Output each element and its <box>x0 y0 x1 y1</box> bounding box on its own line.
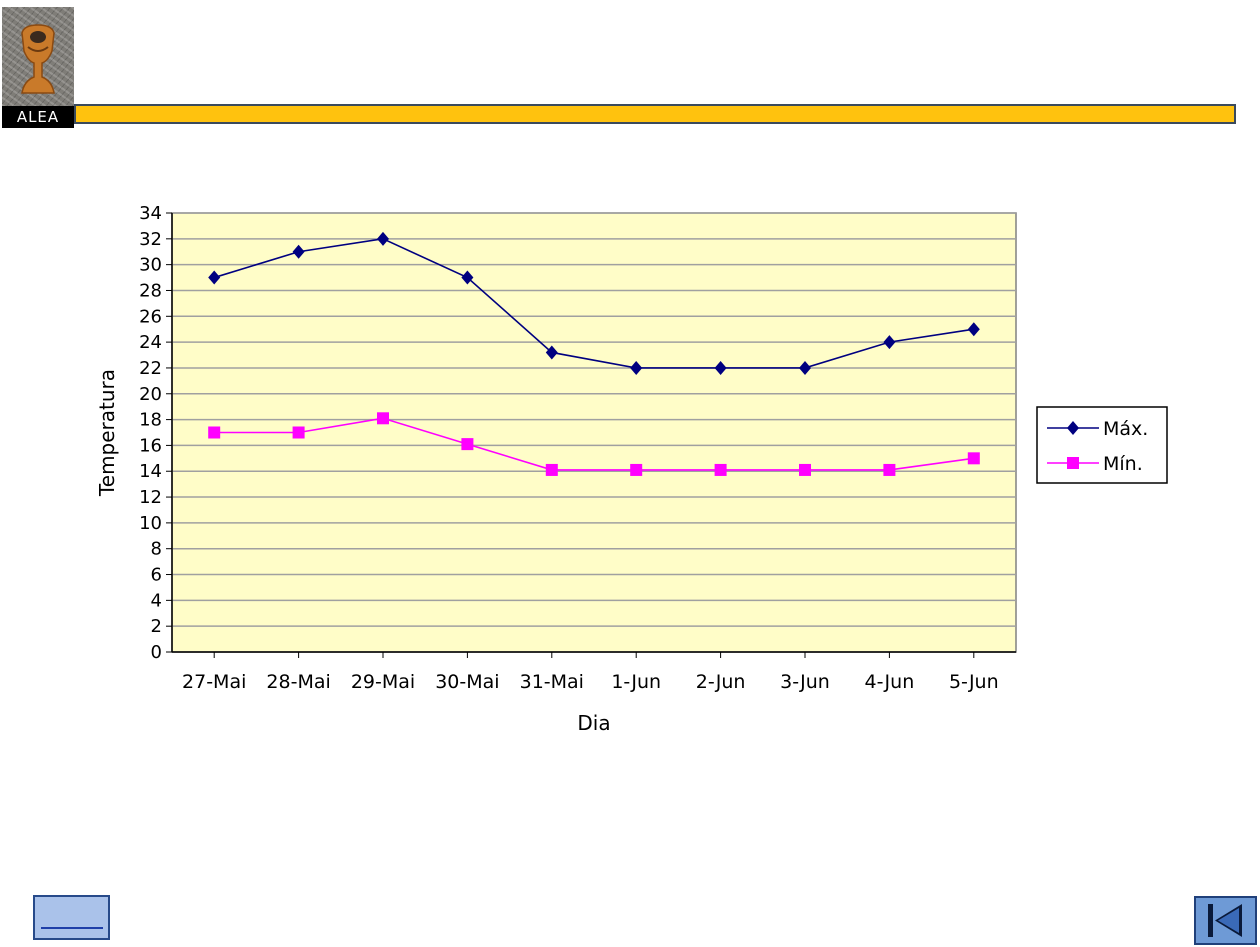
x-tick-label: 4-Jun <box>865 671 915 693</box>
y-tick-label: 14 <box>139 461 162 482</box>
data-point <box>461 270 474 285</box>
series-line <box>214 417 974 471</box>
series-line <box>213 237 974 369</box>
data-point <box>377 412 389 425</box>
data-point <box>377 231 389 246</box>
y-tick-label: 0 <box>151 642 162 663</box>
legend-label: Máx. <box>1103 418 1148 440</box>
data-point <box>1067 457 1079 469</box>
y-tick-label: 12 <box>139 487 162 508</box>
y-tick-label: 16 <box>139 435 162 456</box>
chart-legend: Máx. Mín. <box>1036 406 1168 484</box>
data-point <box>1067 421 1079 435</box>
x-tick-label: 27-Mai <box>182 671 246 693</box>
data-point <box>799 360 811 375</box>
data-point <box>630 463 643 476</box>
x-tick-label: 31-Mai <box>520 671 584 693</box>
y-tick-label: 34 <box>139 203 162 224</box>
logo-text: ALEA <box>2 106 74 128</box>
y-tick-label: 10 <box>139 513 162 534</box>
legend-label: Mín. <box>1103 453 1143 475</box>
x-tick-label: 28-Mai <box>266 671 330 693</box>
data-point <box>883 463 896 476</box>
data-point <box>630 360 643 375</box>
y-tick-label: 26 <box>139 306 162 327</box>
y-tick-label: 30 <box>139 255 162 276</box>
alea-logo: ALEA <box>2 7 74 128</box>
data-point <box>967 452 980 465</box>
series-max <box>208 231 980 375</box>
y-tick-label: 28 <box>139 280 162 301</box>
y-axis-label: Temperatura <box>95 369 119 497</box>
series-group <box>208 231 980 476</box>
data-point <box>714 360 727 375</box>
header-bar <box>74 104 1236 124</box>
data-point <box>799 463 811 476</box>
y-tick-label: 6 <box>151 565 162 586</box>
data-point <box>292 244 305 259</box>
y-tick-label: 24 <box>139 332 162 353</box>
y-tick-label: 32 <box>139 229 162 250</box>
back-link-button[interactable] <box>33 895 110 940</box>
data-point <box>292 426 305 439</box>
x-tick-label: 30-Mai <box>435 671 499 693</box>
first-page-button[interactable] <box>1194 896 1257 945</box>
y-tick-label: 2 <box>151 616 162 637</box>
data-point <box>883 335 896 350</box>
y-tick-label: 8 <box>151 539 162 560</box>
data-point <box>545 463 558 476</box>
chalice-icon <box>21 24 55 94</box>
x-axis-label: Dia <box>577 711 610 735</box>
skip-to-first-icon <box>1208 904 1242 937</box>
data-point <box>714 463 727 476</box>
y-tick-label: 18 <box>139 410 162 431</box>
data-point <box>967 322 980 337</box>
y-tick-label: 22 <box>139 358 162 379</box>
x-tick-label: 5-Jun <box>949 671 999 693</box>
data-point <box>208 426 221 439</box>
data-point <box>461 438 474 451</box>
x-axis: 27-Mai 28-Mai 29-Mai 30-Mai 31-Mai 1-Jun 2-Jun… <box>172 651 1016 693</box>
y-tick-label: 20 <box>139 384 162 405</box>
y-tick-label: 4 <box>151 590 162 611</box>
back-link-icon[interactable] <box>40 907 103 929</box>
x-tick-label: 2-Jun <box>696 671 746 693</box>
data-point <box>545 345 558 360</box>
x-tick-label: 3-Jun <box>780 671 830 693</box>
series-min <box>208 412 980 476</box>
x-tick-label: 29-Mai <box>351 671 415 693</box>
legend-box <box>1036 406 1168 484</box>
data-point <box>208 270 221 285</box>
x-tick-label: 1-Jun <box>611 671 661 693</box>
plot-area <box>171 212 1017 653</box>
